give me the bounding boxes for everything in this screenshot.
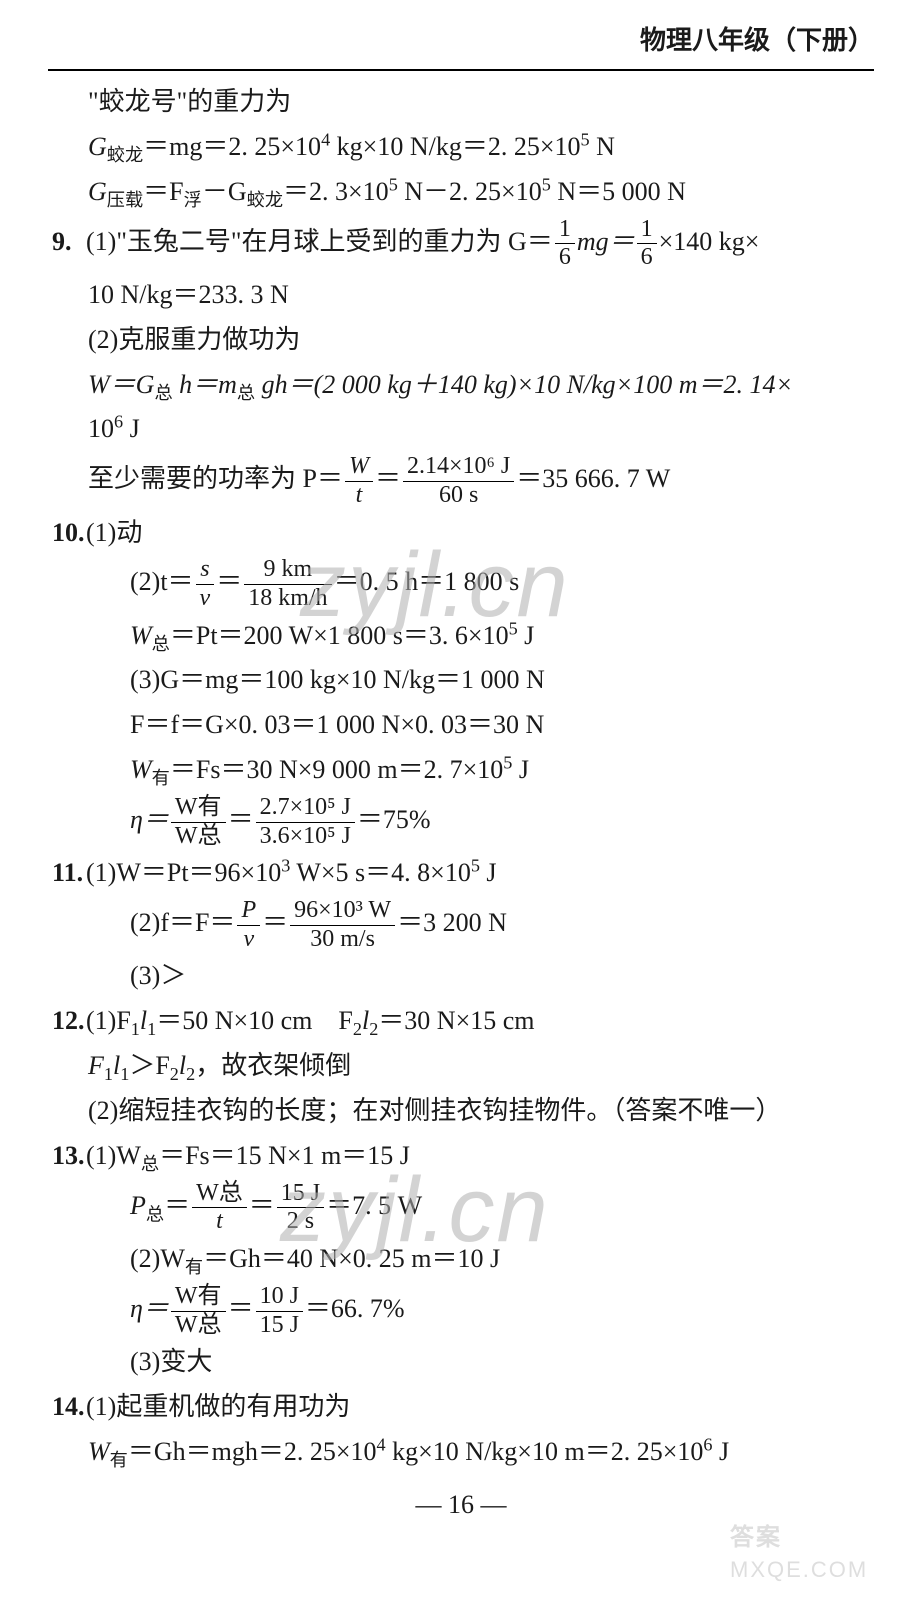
content-body: "蛟龙号"的重力为 G蛟龙＝mg＝2. 25×104 kg×10 N/kg＝2.… bbox=[48, 81, 874, 1474]
formula-line: P总＝W总t＝15 J2 s＝7. 5 W bbox=[52, 1180, 874, 1236]
formula-line: F1l1＞F2l2，故衣架倾倒 bbox=[52, 1045, 874, 1088]
formula-line: G蛟龙＝mg＝2. 25×104 kg×10 N/kg＝2. 25×105 N bbox=[52, 126, 874, 169]
formula-line: (2)W有＝Gh＝40 N×0. 25 m＝10 J bbox=[52, 1238, 874, 1281]
text-line: (2)缩短挂衣钩的长度；在对侧挂衣钩挂物件。（答案不唯一） bbox=[52, 1090, 874, 1133]
formula-line: W有＝Fs＝30 N×9 000 m＝2. 7×105 J bbox=[52, 749, 874, 792]
formula-line: η＝W有W总＝10 J15 J＝66. 7% bbox=[52, 1283, 874, 1339]
formula-line: (3)G＝mg＝100 kg×10 N/kg＝1 000 N bbox=[52, 659, 874, 702]
formula-line: G压载＝F浮－G蛟龙＝2. 3×105 N－2. 25×105 N＝5 000 … bbox=[52, 171, 874, 214]
watermark-site: MXQE.COM bbox=[730, 1552, 868, 1588]
formula-line: W总＝Pt＝200 W×1 800 s＝3. 6×105 J bbox=[52, 615, 874, 658]
question-13: 13.(1)W总＝Fs＝15 N×1 m＝15 J bbox=[52, 1135, 874, 1178]
question-11: 11.(1)W＝Pt＝96×103 W×5 s＝4. 8×105 J bbox=[52, 852, 874, 895]
text-line: (2)克服重力做功为 bbox=[52, 319, 874, 362]
question-14: 14.(1)起重机做的有用功为 bbox=[52, 1386, 874, 1429]
formula-line: (2)t＝sv＝9 km18 km/h＝0. 5 h＝1 800 s bbox=[52, 556, 874, 612]
formula-line: η＝W有W总＝2.7×10⁵ J3.6×10⁵ J＝75% bbox=[52, 794, 874, 850]
question-12: 12.(1)F1l1＝50 N×10 cm F2l2＝30 N×15 cm bbox=[52, 1000, 874, 1043]
question-9: 9.(1)"玉兔二号"在月球上受到的重力为 G＝16mg＝16×140 kg× bbox=[52, 216, 874, 272]
formula-line: 10 N/kg＝233. 3 N bbox=[52, 274, 874, 317]
formula-line: 至少需要的功率为 P＝Wt＝2.14×10⁶ J60 s＝35 666. 7 W bbox=[52, 453, 874, 509]
formula-line: F＝f＝G×0. 03＝1 000 N×0. 03＝30 N bbox=[52, 704, 874, 747]
page-number: — 16 — bbox=[48, 1484, 874, 1527]
text-line: "蛟龙号"的重力为 bbox=[52, 81, 874, 124]
text-line: (3)变大 bbox=[52, 1341, 874, 1384]
formula-line: W有＝Gh＝mgh＝2. 25×104 kg×10 N/kg×10 m＝2. 2… bbox=[52, 1431, 874, 1474]
formula-line: 106 J bbox=[52, 408, 874, 451]
page-header: 物理八年级（下册） bbox=[48, 20, 874, 71]
text-line: (3)＞ bbox=[52, 955, 874, 998]
question-10: 10.(1)动 bbox=[52, 512, 874, 555]
formula-line: (2)f＝F＝Pv＝96×10³ W30 m/s＝3 200 N bbox=[52, 897, 874, 953]
formula-line: W＝G总 h＝m总 gh＝(2 000 kg＋140 kg)×10 N/kg×1… bbox=[52, 364, 874, 407]
